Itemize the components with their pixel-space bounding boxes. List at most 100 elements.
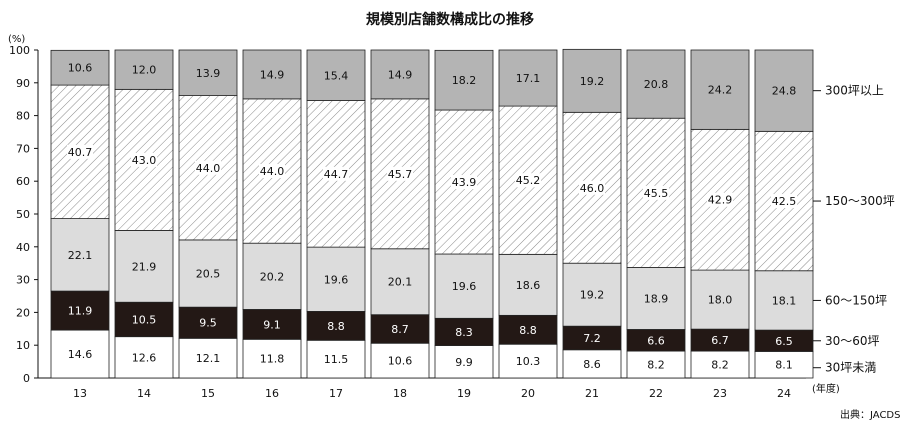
data-label: 20.5 (196, 268, 221, 281)
data-label: 10.6 (68, 62, 93, 75)
bar-segment (178, 306, 238, 339)
chart-title: 規模別店舗数構成比の推移 (366, 11, 534, 28)
data-label: 19.2 (580, 289, 605, 302)
bar-segment (690, 49, 750, 130)
data-label: 9.9 (455, 356, 473, 369)
y-tick-label: 80 (16, 110, 30, 123)
bar-segment (498, 253, 558, 316)
data-label: 8.2 (711, 359, 729, 372)
data-label: 45.5 (644, 187, 669, 200)
data-label: 17.1 (516, 72, 541, 85)
legend-label: 300坪以上 (825, 84, 884, 98)
y-tick-label: 50 (16, 208, 30, 221)
y-tick-label: 90 (16, 77, 30, 90)
label-backdrop (643, 185, 669, 200)
bar-segment (242, 242, 302, 310)
data-label: 43.9 (452, 176, 477, 189)
bar-segment (50, 329, 110, 379)
label-backdrop (259, 164, 285, 179)
bar-segment (114, 301, 174, 338)
bar-segment (50, 49, 110, 86)
data-label: 8.1 (775, 359, 793, 372)
source-note: 出典：JACDS (840, 408, 900, 421)
data-label: 43.0 (132, 154, 157, 167)
legend-label: 30坪未満 (825, 361, 876, 375)
legend-label: 30～60坪 (825, 334, 880, 348)
data-label: 8.2 (647, 359, 665, 372)
y-tick-label: 100 (9, 44, 30, 57)
label-backdrop (323, 166, 349, 181)
x-tick-label: 24 (777, 387, 791, 400)
data-label: 42.9 (708, 194, 733, 207)
bar-segment (306, 49, 366, 101)
bar-segment (306, 246, 366, 312)
data-label: 14.6 (68, 348, 93, 361)
y-unit-label: (%) (8, 34, 25, 45)
x-tick-label: 19 (457, 387, 471, 400)
data-label: 11.9 (68, 305, 93, 318)
bar-segment (754, 49, 814, 132)
data-label: 10.5 (132, 313, 157, 326)
data-label: 18.1 (772, 294, 797, 307)
bar-segment (306, 339, 366, 379)
bar-segment (242, 49, 302, 100)
data-label: 14.9 (388, 68, 413, 81)
bar-segment (434, 253, 494, 319)
bar-segment (178, 49, 238, 96)
x-unit-label: (年度) (812, 382, 840, 395)
data-label: 9.5 (199, 317, 217, 330)
bar-segment (562, 262, 622, 327)
data-label: 10.6 (388, 355, 413, 368)
data-label: 20.2 (260, 270, 285, 283)
label-backdrop (515, 173, 541, 188)
bar-segment (242, 338, 302, 379)
data-label: 19.2 (580, 75, 605, 88)
bar-segment (498, 49, 558, 107)
label-backdrop (579, 180, 605, 195)
legend: 30坪未満 30～60坪 60～150坪 150～300坪 300坪以上 (813, 84, 895, 375)
bar-segment (370, 314, 430, 344)
bar-segment (626, 267, 686, 330)
label-backdrop (771, 194, 797, 209)
data-label: 12.1 (196, 352, 221, 365)
bar-segment (370, 248, 430, 316)
y-tick-label: 20 (16, 306, 30, 319)
bar-segment (498, 343, 558, 379)
data-label: 20.1 (388, 276, 413, 289)
data-label: 18.0 (708, 294, 733, 307)
data-label: 8.8 (519, 324, 537, 337)
x-tick-label: 21 (585, 387, 599, 400)
x-tick-label: 18 (393, 387, 407, 400)
y-tick-label: 0 (23, 372, 30, 385)
data-label: 6.6 (647, 334, 665, 347)
data-label: 45.2 (516, 174, 541, 187)
data-label: 12.6 (132, 351, 157, 364)
x-tick-label: 15 (201, 387, 215, 400)
y-tick-label: 70 (16, 142, 30, 155)
data-label: 11.5 (324, 353, 349, 366)
data-label: 22.1 (68, 249, 93, 262)
data-label: 45.7 (388, 168, 413, 181)
data-label: 19.6 (452, 280, 477, 293)
bar-segment (562, 48, 622, 113)
bar-segment (114, 229, 174, 303)
data-label: 7.2 (583, 332, 601, 345)
y-tick-label: 40 (16, 241, 30, 254)
data-label: 11.8 (260, 353, 285, 366)
y-tick-label: 10 (16, 339, 30, 352)
data-label: 13.9 (196, 67, 221, 80)
label-backdrop (707, 192, 733, 207)
data-label: 46.0 (580, 182, 605, 195)
x-tick-label: 16 (265, 387, 279, 400)
x-tick-label: 20 (521, 387, 535, 400)
bar-segment (306, 311, 366, 341)
bar-segment (434, 49, 494, 111)
bar-segment (114, 49, 174, 90)
x-tick-label: 22 (649, 387, 663, 400)
bar-segment (434, 317, 494, 346)
bar-segment (50, 218, 110, 292)
x-tick-label: 13 (73, 387, 87, 400)
data-label: 44.0 (260, 165, 285, 178)
data-label: 18.9 (644, 292, 669, 305)
